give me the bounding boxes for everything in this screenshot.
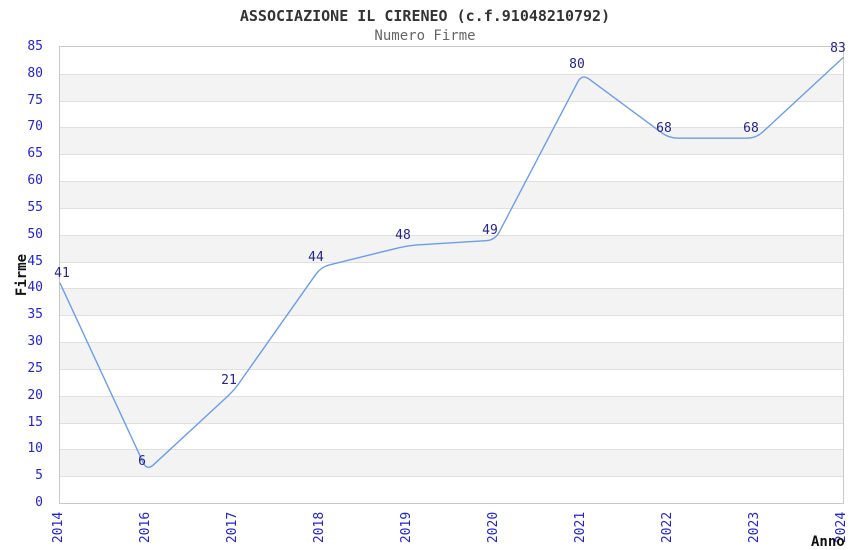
x-tick-label: 2020 [473,506,515,548]
stripe-band [60,234,843,262]
y-tick-label: 35 [27,307,43,323]
x-tick-text: 2014 [51,511,67,543]
x-tick-label: 2019 [386,506,428,548]
y-tick-label: 80 [27,65,43,81]
gridline [60,368,843,370]
value-label: 83 [830,40,846,56]
y-tick-label: 55 [27,199,43,215]
y-tick-label: 45 [27,253,43,269]
stripe-band [60,73,843,101]
gridline [60,315,843,317]
gridline [60,395,843,397]
gridline [60,449,843,451]
value-label: 44 [308,249,324,265]
x-tick-text: 2020 [486,511,502,543]
y-tick-label: 70 [27,119,43,135]
gridline [60,234,843,236]
chart-subtitle: Numero Firme [374,28,476,44]
value-label: 48 [395,228,411,244]
x-tick-text: 2019 [399,511,415,543]
y-tick-label: 40 [27,280,43,296]
value-label: 41 [54,266,70,282]
y-tick-label: 15 [27,414,43,430]
stripe-band [60,342,843,369]
stripe-band [60,449,843,477]
gridline [60,261,843,263]
plot-area: 41 6 21 44 48 49 80 68 68 83 [54,41,846,504]
y-tick-label: 20 [27,387,43,403]
stripe-band [60,127,843,155]
x-tick-label: 2014 [38,506,80,548]
gridline [60,73,843,75]
x-tick-label: 2018 [299,506,341,548]
stripe-band [60,288,843,316]
y-axis-ticks: 85 80 75 70 65 60 55 50 45 40 35 30 25 20 15 10 5 0 [0,39,46,510]
gridline [60,181,843,183]
x-tick-text: 2021 [573,511,589,543]
gridline [60,422,843,424]
value-label: 80 [569,56,585,72]
y-tick-label: 60 [27,173,43,189]
y-tick-label: 50 [27,226,43,242]
x-tick-label: 2021 [560,506,602,548]
x-tick-text: 2016 [138,511,154,543]
y-tick-label: 10 [27,441,43,457]
y-tick-label: 85 [27,39,43,54]
gridline [60,476,843,478]
gridline [60,207,843,209]
line-series [59,57,844,468]
x-tick-label: 2016 [125,506,167,548]
x-tick-text: 2017 [225,511,241,543]
value-label: 68 [743,121,759,137]
y-tick-label: 0 [35,495,43,510]
x-tick-text: 2018 [312,511,328,543]
y-tick-label: 5 [35,468,43,484]
y-tick-label: 25 [27,360,43,376]
gridline [60,342,843,344]
x-tick-text: 2023 [747,511,763,543]
x-tick-label: 2023 [734,506,776,548]
gridline [60,288,843,290]
x-tick-text: 2022 [660,511,676,543]
stripe-band [60,395,843,423]
value-label: 68 [656,121,672,137]
value-label: 6 [138,453,146,469]
x-axis-title: Anno [811,534,845,550]
y-tick-label: 30 [27,334,43,350]
value-label: 49 [482,223,498,239]
gridline [60,154,843,156]
x-tick-label: 2017 [212,506,254,548]
x-axis-ticks: 2014 2016 2017 2018 2019 2020 2021 2022 2023 2024 [52,506,850,550]
data-line [59,57,844,468]
stripe-band [60,181,843,208]
x-tick-label: 2022 [647,506,689,548]
gridline [60,100,843,102]
value-label: 21 [221,373,237,389]
y-tick-label: 65 [27,146,43,162]
chart-title: ASSOCIAZIONE IL CIRENEO (c.f.91048210792… [239,7,611,25]
y-tick-label: 75 [27,92,43,108]
gridline [60,127,843,129]
